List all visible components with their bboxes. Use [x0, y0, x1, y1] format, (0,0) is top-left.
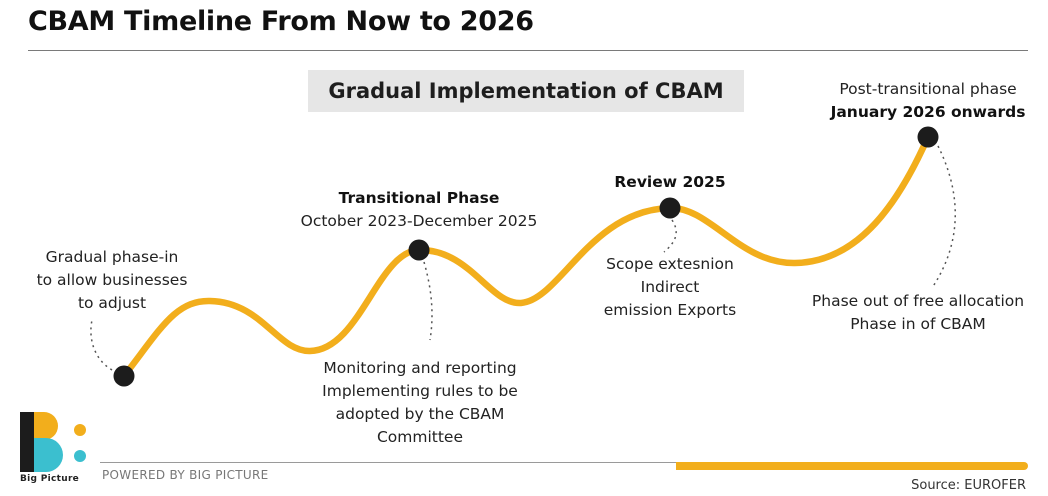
stage-1-line: Gradual phase-in	[45, 248, 179, 266]
logo-text: Big Picture	[20, 474, 80, 484]
stage-4-header: Post-transitional phase January 2026 onw…	[808, 78, 1048, 124]
stage-3-heading: Review 2025	[614, 173, 726, 191]
footer-divider	[100, 462, 680, 463]
stage-4-heading: January 2026 onwards	[830, 103, 1026, 121]
connector-1	[90, 319, 113, 371]
stage-3-details: Scope extesnion Indirect emission Export…	[580, 253, 760, 322]
footer-accent-bar	[676, 462, 1028, 470]
stage-2-details: Monitoring and reporting Implementing ru…	[300, 357, 540, 449]
subtitle-box: Gradual Implementation of CBAM	[308, 70, 744, 112]
stage-2-heading: Transitional Phase	[338, 189, 500, 207]
timeline-node-2	[408, 239, 430, 261]
stage-1-label: Gradual phase-in to allow businesses to …	[22, 246, 202, 315]
stage-2-date: October 2023-December 2025	[300, 212, 538, 230]
connector-3	[663, 219, 677, 253]
stage-1-line: to allow businesses	[36, 271, 188, 289]
timeline-node-3	[659, 197, 681, 219]
stage-2-detail: Monitoring and reporting	[323, 359, 517, 377]
stage-2-detail: Implementing rules to be	[322, 382, 518, 400]
stage-2-detail: Committee	[376, 428, 464, 446]
stage-4-detail: Phase in of CBAM	[850, 315, 986, 333]
stage-2-detail: adopted by the CBAM	[335, 405, 505, 423]
stage-2-header: Transitional Phase October 2023-December…	[284, 187, 554, 233]
title-divider	[28, 50, 1028, 51]
stage-4-detail: Phase out of free allocation	[811, 292, 1025, 310]
source-credit: Source: EUROFER	[911, 478, 1026, 493]
page-title: CBAM Timeline From Now to 2026	[28, 6, 534, 37]
powered-by: POWERED BY BIG PICTURE	[102, 468, 269, 482]
subtitle: Gradual Implementation of CBAM	[328, 79, 724, 103]
connector-2	[423, 261, 433, 341]
stage-4-pre: Post-transitional phase	[839, 80, 1017, 98]
stage-1-line: to adjust	[77, 294, 147, 312]
stage-3-header: Review 2025	[590, 171, 750, 194]
timeline-path	[120, 133, 932, 380]
stage-3-detail: emission Exports	[603, 301, 737, 319]
stage-4-details: Phase out of free allocation Phase in of…	[798, 290, 1038, 336]
connector-4	[931, 145, 956, 289]
stage-3-detail: Scope extesnion	[606, 255, 734, 273]
stage-3-detail: Indirect	[640, 278, 700, 296]
timeline-node-4	[917, 126, 939, 148]
timeline-node-1	[113, 365, 135, 387]
big-picture-logo-icon	[20, 412, 86, 472]
